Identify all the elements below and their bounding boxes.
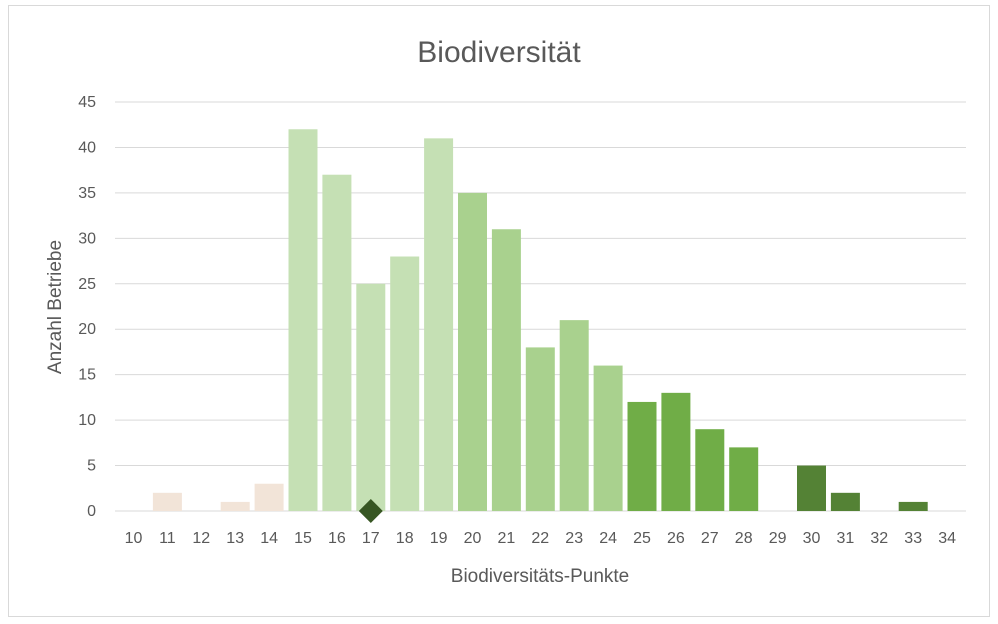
y-axis-ticks: 0 5 10 15 20 25 30 35 40 45 — [78, 94, 96, 520]
x-tick-label: 30 — [803, 530, 821, 547]
y-tick-label: 15 — [78, 367, 96, 384]
x-axis-label: Biodiversitäts-Punkte — [451, 566, 629, 587]
marker-layer — [358, 499, 383, 523]
x-tick-label: 20 — [464, 530, 482, 547]
bar-26 — [661, 392, 691, 511]
x-tick-label: 26 — [667, 530, 685, 547]
x-tick-label: 17 — [362, 530, 380, 547]
x-tick-label: 19 — [430, 530, 448, 547]
y-tick-label: 25 — [78, 276, 96, 293]
x-tick-label: 21 — [498, 530, 516, 547]
x-tick-label: 33 — [904, 530, 922, 547]
x-axis-ticks: 10 11 12 13 14 15 16 17 18 19 20 21 22 23 24 25 26 27 28 29… — [125, 530, 956, 547]
y-tick-label: 20 — [78, 321, 96, 338]
x-tick-label: 13 — [226, 530, 244, 547]
x-tick-label: 18 — [396, 530, 414, 547]
bar-31 — [830, 492, 860, 511]
bar-23 — [559, 320, 589, 511]
bar-17 — [356, 283, 386, 511]
y-tick-label: 10 — [78, 412, 96, 429]
x-tick-label: 31 — [837, 530, 855, 547]
bar-19 — [424, 138, 454, 511]
x-tick-label: 22 — [531, 530, 549, 547]
x-tick-label: 14 — [260, 530, 278, 547]
x-tick-label: 15 — [294, 530, 312, 547]
x-tick-label: 16 — [328, 530, 346, 547]
x-tick-label: 23 — [565, 530, 583, 547]
bar-24 — [593, 365, 623, 511]
y-tick-label: 5 — [87, 458, 96, 475]
bar-25 — [627, 401, 657, 511]
chart-title: Biodiversität — [417, 36, 581, 69]
x-tick-label: 32 — [870, 530, 888, 547]
bar-28 — [729, 447, 759, 511]
bar-14 — [254, 483, 284, 511]
x-tick-label: 11 — [159, 530, 176, 547]
bar-11 — [152, 492, 182, 511]
marker-diamond — [358, 499, 383, 523]
x-tick-label: 25 — [633, 530, 651, 547]
y-tick-label: 35 — [78, 185, 96, 202]
bar-13 — [220, 501, 250, 511]
bars — [152, 129, 928, 511]
bar-30 — [797, 465, 826, 511]
bar-16 — [322, 174, 352, 511]
bar-18 — [390, 256, 420, 511]
bar-22 — [525, 347, 555, 511]
bar-27 — [695, 429, 725, 511]
x-tick-label: 29 — [769, 530, 787, 547]
y-tick-label: 45 — [78, 94, 96, 111]
bar-15 — [288, 129, 318, 511]
bar-33 — [898, 501, 928, 511]
bar-21 — [491, 229, 521, 511]
y-tick-label: 40 — [78, 139, 96, 156]
x-tick-label: 12 — [192, 530, 210, 547]
x-tick-label: 10 — [125, 530, 143, 547]
x-tick-label: 34 — [938, 530, 956, 547]
y-tick-label: 0 — [87, 503, 96, 520]
bar-20 — [458, 192, 487, 511]
y-tick-label: 30 — [78, 230, 96, 247]
x-tick-label: 24 — [599, 530, 617, 547]
y-axis-label: Anzahl Betriebe — [45, 240, 66, 374]
x-tick-label: 27 — [701, 530, 719, 547]
x-tick-label: 28 — [735, 530, 753, 547]
